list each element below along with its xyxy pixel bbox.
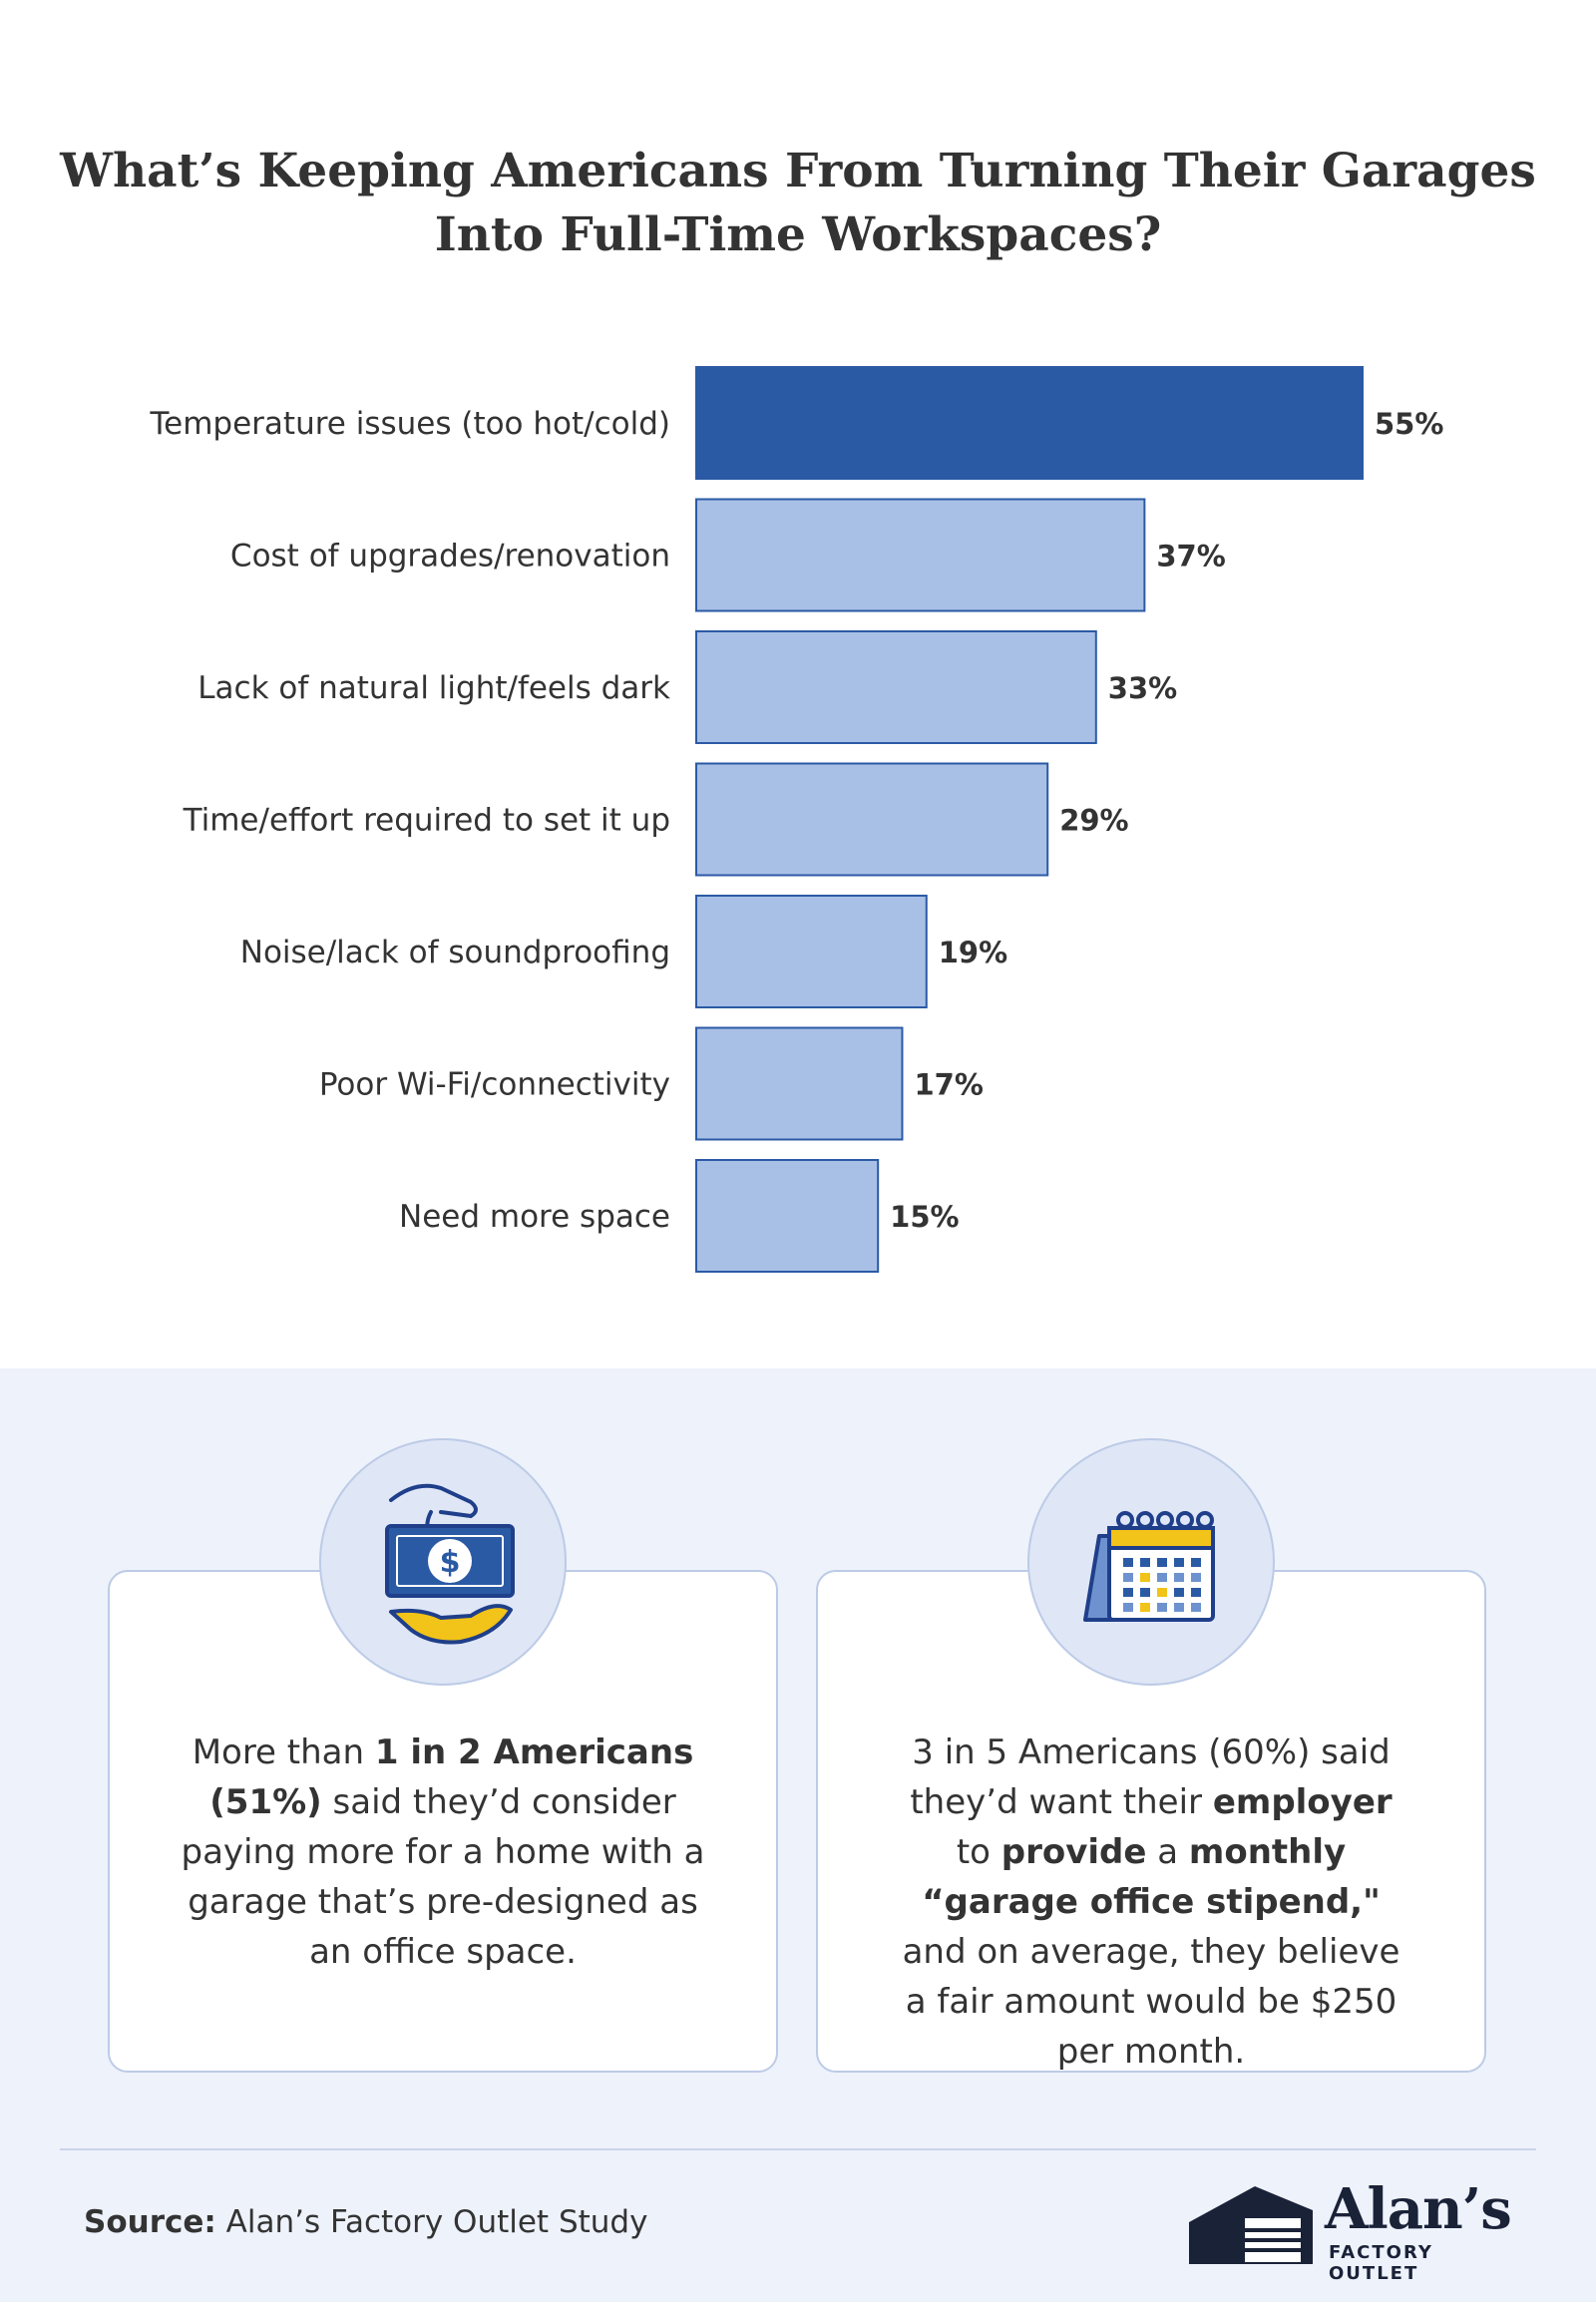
logo-name: Alan’s <box>1325 2176 1512 2242</box>
value-label-3: 29% <box>1059 804 1128 838</box>
card-left-text-part: More than <box>192 1732 375 1772</box>
garage-logo-icon <box>1189 2186 1313 2264</box>
title-line-2: Into Full-Time Workspaces? <box>434 207 1162 262</box>
source-note: Source: Alan’s Factory Outlet Study <box>84 2204 647 2240</box>
category-label-4: Noise/lack of soundproofing <box>240 935 670 970</box>
money-hand-icon: $ <box>319 1438 567 1686</box>
bar-3 <box>695 762 1049 877</box>
category-label-3: Time/effort required to set it up <box>183 803 670 839</box>
bar-0 <box>695 366 1364 480</box>
calendar-icon <box>1027 1438 1275 1686</box>
value-label-0: 55% <box>1375 407 1443 441</box>
card-right-text-part: and on average, they believe a fair amou… <box>902 1932 1400 2072</box>
bar-chart: Temperature issues (too hot/cold) 55% Cost… <box>149 366 1443 1273</box>
value-label-1: 37% <box>1156 540 1225 574</box>
stat-card-right-text: 3 in 5 Americans (60%) said they’d want … <box>888 1727 1414 2077</box>
value-label-6: 15% <box>890 1200 959 1234</box>
footer-divider <box>60 2148 1536 2150</box>
source-text: Alan’s Factory Outlet Study <box>215 2204 648 2240</box>
logo-subtitle: FACTORY OUTLET <box>1329 2242 1433 2284</box>
chart-title: What’s Keeping Americans From Turning Th… <box>0 140 1596 267</box>
title-line-1: What’s Keeping Americans From Turning Th… <box>60 144 1536 198</box>
card-left-text-part: said they’d consider paying more for a h… <box>181 1782 705 1972</box>
card-right-text-part: 3 in 5 Americans (60%) said they’d want … <box>910 1732 1391 1822</box>
category-label-2: Lack of natural light/feels dark <box>198 670 670 706</box>
stat-card-left-text: More than 1 in 2 Americans (51%) said th… <box>180 1727 706 1977</box>
category-label-5: Poor Wi-Fi/connectivity <box>319 1067 670 1103</box>
value-label-4: 19% <box>939 936 1007 969</box>
bar-4 <box>695 895 928 1008</box>
brand-logo: Alan’s FACTORY OUTLET <box>1185 2176 1524 2284</box>
card-right-text-part: employer <box>1212 1782 1393 1822</box>
card-right-text-part: provide <box>1000 1832 1147 1872</box>
category-label-1: Cost of upgrades/renovation <box>230 539 670 575</box>
card-right-text-part: a <box>1146 1832 1189 1872</box>
card-right-text-part: to <box>956 1832 1001 1872</box>
bar-2 <box>695 630 1097 744</box>
card-left-text-part: 1 in 2 Americans (51%) <box>209 1732 694 1822</box>
category-label-0: Temperature issues (too hot/cold) <box>149 406 670 442</box>
source-label: Source: <box>84 2204 216 2240</box>
category-label-6: Need more space <box>399 1199 670 1235</box>
value-label-5: 17% <box>914 1068 983 1102</box>
svg-text:$: $ <box>440 1545 461 1580</box>
card-right-text-part: monthly “garage office stipend," <box>922 1832 1381 1922</box>
bar-1 <box>695 498 1146 612</box>
bar-5 <box>695 1026 904 1141</box>
bar-6 <box>695 1159 880 1273</box>
value-label-2: 33% <box>1108 671 1177 705</box>
